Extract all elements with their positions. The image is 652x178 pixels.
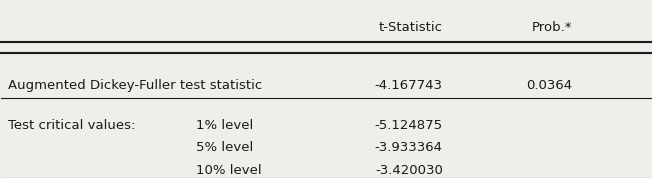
Text: Test critical values:: Test critical values: — [8, 119, 135, 132]
Text: 5% level: 5% level — [196, 141, 254, 154]
Text: Prob.*: Prob.* — [532, 21, 572, 34]
Text: -3.933364: -3.933364 — [375, 141, 443, 154]
Text: -3.420030: -3.420030 — [375, 164, 443, 177]
Text: 10% level: 10% level — [196, 164, 262, 177]
Text: -4.167743: -4.167743 — [375, 79, 443, 92]
Text: -5.124875: -5.124875 — [375, 119, 443, 132]
Text: Augmented Dickey-Fuller test statistic: Augmented Dickey-Fuller test statistic — [8, 79, 262, 92]
Text: 1% level: 1% level — [196, 119, 254, 132]
Text: 0.0364: 0.0364 — [527, 79, 572, 92]
Text: t-Statistic: t-Statistic — [379, 21, 443, 34]
